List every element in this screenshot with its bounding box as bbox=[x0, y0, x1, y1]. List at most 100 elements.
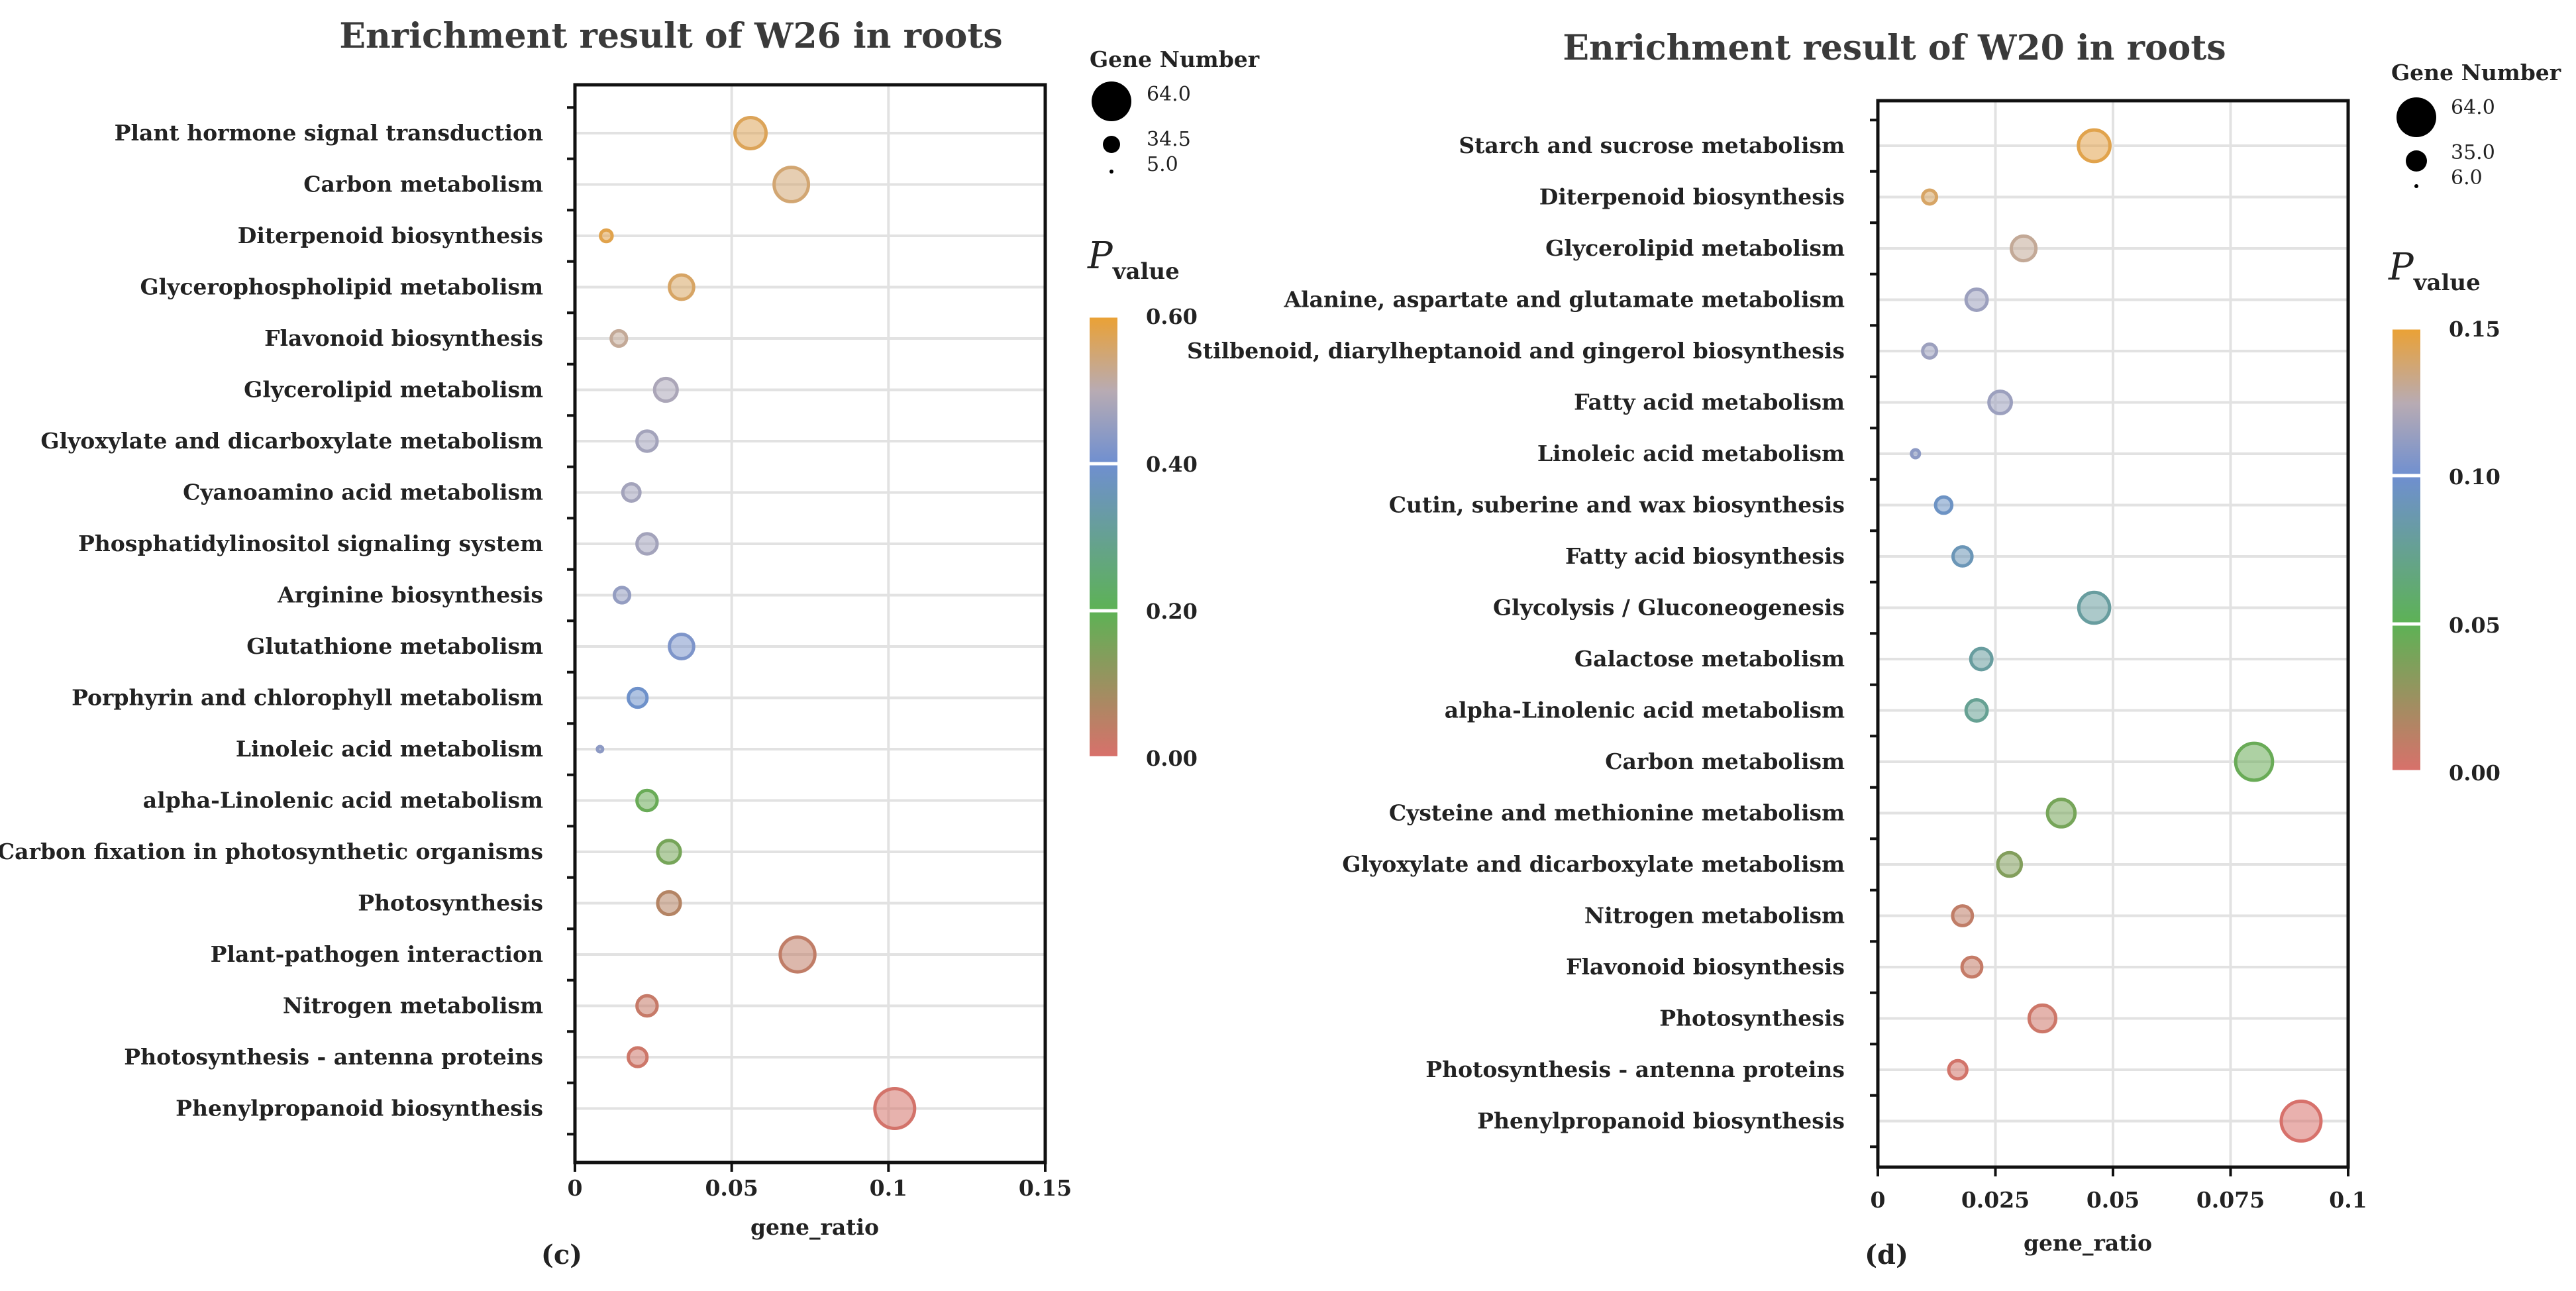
y-tick-label: Linoleic acid metabolism bbox=[1537, 440, 1845, 466]
colorbar-title: Pvalue bbox=[2388, 246, 2481, 296]
data-point bbox=[1969, 646, 1994, 672]
data-point bbox=[627, 686, 649, 709]
data-point bbox=[2009, 234, 2038, 263]
y-tick-label: Diterpenoid biosynthesis bbox=[1539, 184, 1845, 210]
y-tick-label: Starch and sucrose metabolism bbox=[1459, 132, 1845, 158]
data-point bbox=[1947, 1059, 1969, 1081]
colorbar-label: 0.05 bbox=[2449, 613, 2500, 638]
y-tick-label: Nitrogen metabolism bbox=[283, 993, 543, 1019]
size-legend-title: Gene Number bbox=[2391, 60, 2561, 85]
y-tick-label: Fatty acid metabolism bbox=[1574, 389, 1845, 415]
data-point bbox=[2279, 1100, 2323, 1143]
data-point bbox=[1951, 904, 1975, 927]
y-tick-label: Photosynthesis bbox=[358, 890, 543, 916]
plot-frame bbox=[573, 83, 1047, 1164]
y-tick-label: Glycerolipid metabolism bbox=[1545, 235, 1845, 261]
size-legend-label-medium: 35.0 bbox=[2451, 141, 2495, 164]
y-tick-label: Photosynthesis - antenna proteins bbox=[124, 1044, 543, 1070]
panel-c-label: (c) bbox=[541, 1239, 582, 1270]
panel-c-plot: Plant hormone signal transduction Carbon … bbox=[0, 83, 1072, 1201]
size-legend-label-small: 6.0 bbox=[2451, 166, 2483, 189]
y-tick-label: Fatty acid biosynthesis bbox=[1565, 543, 1845, 569]
size-legend-label-small: 5.0 bbox=[1147, 153, 1178, 176]
colorbar bbox=[1090, 316, 1117, 758]
size-legend-dot-large bbox=[2396, 97, 2436, 137]
data-point bbox=[2027, 1003, 2058, 1034]
y-tick-label: Carbon metabolism bbox=[303, 172, 543, 197]
colorbar-label: 0.10 bbox=[2449, 464, 2500, 490]
y-tick-label: Arginine biosynthesis bbox=[277, 582, 543, 608]
panel-d-plot: Starch and sucrose metabolism Diterpenoid… bbox=[1187, 99, 2367, 1213]
size-legend-dot-medium bbox=[2406, 150, 2427, 172]
y-tick-label: Glyoxylate and dicarboxylate metabolism bbox=[40, 428, 543, 454]
colorbar-label: 0.40 bbox=[1146, 452, 1198, 477]
size-legend-dot-medium bbox=[1103, 136, 1120, 153]
data-point bbox=[1964, 698, 1989, 723]
x-tick-label: 0.05 bbox=[2087, 1187, 2139, 1213]
colorbar-title: Pvalue bbox=[1087, 234, 1180, 285]
data-point bbox=[635, 788, 659, 813]
y-tick-label: Flavonoid biosynthesis bbox=[1566, 954, 1845, 980]
x-tick-label: 0 bbox=[568, 1175, 583, 1201]
y-tick-label: Cysteine and methionine metabolism bbox=[1389, 800, 1845, 826]
y-tick-label: Nitrogen metabolism bbox=[1584, 903, 1845, 929]
data-point bbox=[599, 228, 614, 244]
size-legend-dot-large bbox=[1092, 81, 1131, 121]
data-point bbox=[635, 429, 659, 453]
data-point bbox=[1933, 495, 1954, 515]
data-point bbox=[873, 1087, 917, 1130]
size-legend-label-medium: 34.5 bbox=[1147, 128, 1191, 151]
data-point bbox=[778, 935, 817, 974]
data-point bbox=[621, 482, 642, 503]
y-tick-label: alpha-Linolenic acid metabolism bbox=[143, 788, 543, 813]
y-tick-label: Glyoxylate and dicarboxylate metabolism bbox=[1342, 851, 1845, 877]
panel-d-size-legend: Gene Number 64.0 35.0 6.0 bbox=[2391, 60, 2561, 189]
y-tick-label: Glycerophospholipid metabolism bbox=[140, 274, 543, 300]
panel-c: Enrichment result of W26 in roots Plant … bbox=[0, 16, 1260, 1270]
panel-d-xlabel: gene_ratio bbox=[2024, 1230, 2152, 1256]
y-tick-label: Galactose metabolism bbox=[1574, 646, 1845, 672]
data-point bbox=[612, 586, 632, 605]
x-tick-label: 0.1 bbox=[2329, 1187, 2367, 1213]
data-point bbox=[609, 329, 629, 348]
x-tick-label: 0.025 bbox=[1961, 1187, 2030, 1213]
data-point bbox=[627, 1046, 649, 1068]
data-point bbox=[1996, 851, 2024, 878]
data-point bbox=[635, 994, 659, 1018]
size-legend-label-large: 64.0 bbox=[1147, 83, 1191, 106]
y-tick-label: Photosynthesis - antenna proteins bbox=[1425, 1057, 1845, 1082]
data-point bbox=[2077, 590, 2112, 625]
data-point bbox=[1951, 545, 1974, 568]
y-tick-label: Plant-pathogen interaction bbox=[211, 941, 543, 967]
data-point bbox=[652, 376, 679, 403]
y-tick-label: Phenylpropanoid biosynthesis bbox=[1477, 1108, 1845, 1134]
data-point bbox=[1987, 389, 2014, 415]
data-point bbox=[1960, 955, 1984, 979]
data-point bbox=[2077, 128, 2112, 164]
y-tick-label: Alanine, aspartate and glutamate metabol… bbox=[1283, 287, 1845, 313]
size-legend-dot-small bbox=[1109, 170, 1113, 174]
y-tick-label: Porphyrin and chlorophyll metabolism bbox=[72, 685, 543, 711]
data-point bbox=[1921, 342, 1939, 360]
x-tick-label: 0.15 bbox=[1019, 1175, 1072, 1201]
data-point bbox=[1964, 287, 1989, 312]
data-point bbox=[656, 890, 682, 917]
y-tick-label: Linoleic acid metabolism bbox=[236, 736, 543, 762]
x-tick-label: 0.075 bbox=[2196, 1187, 2265, 1213]
colorbar-label: 0.60 bbox=[1146, 304, 1198, 329]
y-tick-label: Carbon metabolism bbox=[1605, 749, 1845, 774]
y-tick-label: Carbon fixation in photosynthetic organi… bbox=[0, 839, 543, 864]
size-legend-label-large: 64.0 bbox=[2451, 96, 2495, 119]
colorbar-label: 0.15 bbox=[2449, 317, 2500, 342]
y-tick-label: Stilbenoid, diarylheptanoid and gingerol… bbox=[1187, 338, 1845, 364]
panel-d-label: (d) bbox=[1865, 1239, 1908, 1270]
data-point bbox=[668, 633, 696, 660]
data-point bbox=[2234, 741, 2275, 782]
y-tick-label: Flavonoid biosynthesis bbox=[264, 325, 543, 351]
y-tick-label: Plant hormone signal transduction bbox=[115, 120, 543, 146]
x-tick-label: 0 bbox=[1871, 1187, 1886, 1213]
data-point bbox=[733, 116, 768, 150]
data-point bbox=[595, 745, 605, 754]
y-tick-label: Cutin, suberine and wax biosynthesis bbox=[1389, 492, 1845, 518]
